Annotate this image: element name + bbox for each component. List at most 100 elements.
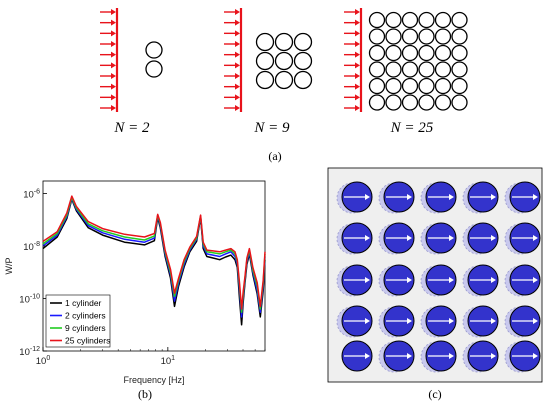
displacement-arrow-head: [365, 277, 370, 283]
panel-b-label: (b): [138, 387, 152, 401]
cylinder-circle: [368, 11, 386, 29]
cylinder-circle: [434, 77, 452, 95]
panel-c-displacement-grid: [327, 167, 543, 383]
cylinder-circle: [434, 61, 452, 78]
cylinder-circle: [451, 61, 468, 78]
arrow-head: [111, 62, 116, 69]
legend-entry: 1 cylinder: [65, 298, 102, 308]
displacement-arrow-head: [449, 235, 454, 241]
displacement-arrow-head: [533, 235, 538, 241]
cylinder-circle: [255, 32, 275, 52]
cylinder-circle: [401, 11, 419, 29]
displacement-arrow-head: [365, 318, 370, 324]
arrow-head: [235, 62, 240, 69]
legend-entry: 2 cylinders: [65, 311, 106, 321]
arrow-head: [111, 41, 116, 47]
arrow-head: [355, 73, 360, 79]
arrow-head: [111, 83, 116, 90]
cylinder-circle: [418, 94, 435, 111]
cylinder-circle: [368, 94, 386, 111]
arrow-head: [111, 9, 116, 15]
legend-entry: 9 cylinders: [65, 323, 106, 333]
cylinder-circle: [401, 28, 419, 45]
tick-label: 101: [161, 355, 176, 367]
displacement-arrow-head: [491, 318, 496, 324]
axis-ticks: 100 101 10-6 10-8 10-10 10-12: [19, 189, 266, 367]
displacement-arrow-head: [365, 194, 370, 200]
cylinder-circle: [401, 61, 419, 78]
legend: 1 cylinder 2 cylinders 9 cylinders 25 cylin…: [45, 294, 110, 348]
cylinder-circle: [418, 77, 435, 95]
displacement-arrow-head: [449, 194, 454, 200]
arrow-head: [355, 94, 360, 101]
displacement-arrow-head: [491, 353, 496, 359]
arrow-head: [111, 30, 116, 37]
cylinder-circle: [293, 32, 313, 52]
tick-label: 10-6: [23, 189, 40, 201]
cylinder-circle: [418, 28, 435, 45]
cylinder-circle: [274, 32, 294, 52]
series-line: [42, 195, 266, 310]
displacement-arrow-head: [365, 235, 370, 241]
n-label-25: N = 25: [390, 120, 434, 136]
arrow-head: [355, 9, 360, 15]
arrow-head: [355, 51, 360, 58]
arrow-head: [355, 19, 360, 26]
cylinder-circle: [274, 70, 294, 90]
cylinder-circle: [434, 11, 452, 29]
arrow-head: [235, 41, 240, 47]
displacement-arrow-head: [533, 277, 538, 283]
cylinder-circle: [401, 44, 419, 62]
cylinder-circle: [274, 51, 294, 71]
cylinder-circle: [451, 44, 468, 62]
cylinder-circle: [368, 61, 386, 78]
cylinder-circle: [293, 70, 313, 90]
cylinder-circle: [255, 70, 275, 90]
displacement-arrow-head: [449, 318, 454, 324]
displacement-arrow-head: [449, 277, 454, 283]
arrow-head: [235, 19, 240, 26]
arrow-head: [355, 30, 360, 37]
plot-series-group: [42, 195, 266, 326]
displacement-arrow-head: [491, 235, 496, 241]
displacement-arrow-head: [365, 353, 370, 359]
cylinder-circle: [368, 77, 386, 95]
arrow-head: [235, 73, 240, 79]
cylinder-circle: [385, 44, 402, 62]
tick-label: 10-10: [19, 294, 40, 306]
displacement-arrow-head: [533, 318, 538, 324]
arrow-head: [235, 105, 240, 111]
cylinder-circle: [385, 28, 402, 45]
n-label-9: N = 9: [253, 120, 290, 136]
cylinder-circle: [418, 11, 435, 29]
cylinder-circle: [385, 77, 402, 95]
arrow-head: [235, 94, 240, 101]
displacement-arrow-head: [533, 353, 538, 359]
arrow-head: [355, 83, 360, 90]
displacement-arrow-head: [407, 235, 412, 241]
cylinder-circle: [451, 77, 468, 95]
tick-label: 10-12: [19, 346, 40, 358]
arrow-head: [235, 51, 240, 58]
cylinder-circle: [385, 61, 402, 78]
arrow-head: [235, 83, 240, 90]
cylinder-circle: [145, 60, 163, 78]
cylinder-circle: [368, 28, 386, 45]
cylinder-circle: [434, 44, 452, 62]
displacement-arrow-head: [491, 277, 496, 283]
cylinder-circle: [451, 94, 468, 111]
cylinder-circle: [451, 28, 468, 45]
displacement-arrow-head: [407, 277, 412, 283]
arrow-head: [111, 19, 116, 26]
arrow-head: [235, 30, 240, 37]
panel-a-label: (a): [268, 149, 281, 163]
cylinder-circle: [401, 77, 419, 95]
displacement-arrow-head: [491, 194, 496, 200]
arrow-head: [111, 105, 116, 111]
arrow-head: [111, 73, 116, 79]
panel-a-configurations: [100, 8, 468, 112]
panel-c-label: (c): [428, 387, 441, 401]
cylinder-circle: [434, 94, 452, 111]
y-axis-label: W/P: [4, 258, 14, 275]
